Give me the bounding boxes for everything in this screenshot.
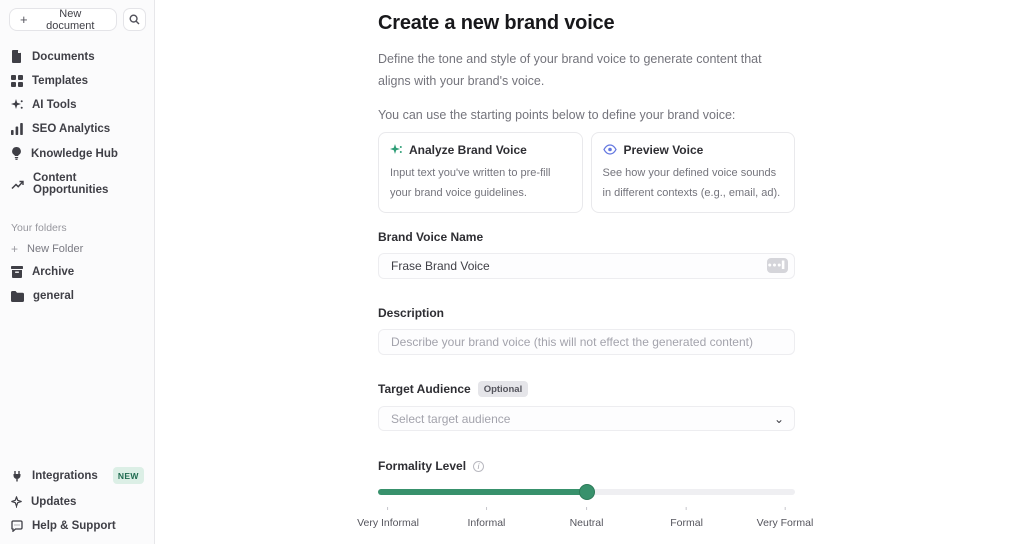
sidebar-item-label: Content Opportunities	[33, 172, 109, 196]
sidebar-item-integrations[interactable]: Integrations NEW	[0, 461, 154, 490]
sidebar-footer: Integrations NEW Updates Help & Support	[0, 461, 154, 538]
optional-badge: Optional	[477, 381, 529, 398]
new-badge: NEW	[112, 467, 144, 484]
plug-icon	[13, 470, 21, 481]
sidebar-item-templates[interactable]: Templates	[0, 69, 154, 93]
sidebar-item-label: Documents	[32, 50, 95, 63]
page-subtitle: Define the tone and style of your brand …	[378, 52, 762, 88]
sidebar-item-label: Templates	[32, 75, 89, 87]
new-document-button[interactable]: + New document	[9, 7, 117, 32]
search-button[interactable]	[123, 8, 146, 31]
folder-icon	[11, 290, 24, 302]
lightbulb-icon	[12, 147, 21, 160]
sidebar-item-label: AI Tools	[32, 99, 77, 111]
new-document-label: New document	[46, 7, 95, 32]
formality-level-label: Formality Level	[378, 459, 467, 474]
expand-ellipsis-button[interactable]: ●●●▌	[767, 258, 788, 274]
info-icon: i	[473, 460, 485, 472]
bar-chart-icon	[11, 123, 23, 135]
sidebar-folder-archive[interactable]: Archive	[0, 260, 154, 284]
templates-grid-icon	[11, 75, 23, 87]
formality-slider[interactable]	[378, 484, 795, 501]
tick-label: Informal	[467, 517, 506, 530]
analyze-brand-voice-card[interactable]: Analyze Brand Voice Input text you've wr…	[378, 131, 583, 214]
sidebar-item-knowledge-hub[interactable]: Knowledge Hub	[0, 141, 154, 166]
sidebar-top: + New document	[0, 0, 154, 32]
tick-label: Very Formal	[756, 517, 814, 530]
chevron-down-icon: ⌄	[773, 411, 784, 426]
eye-icon	[602, 144, 617, 155]
target-audience-label: Target Audience	[378, 382, 471, 397]
description-label: Description	[378, 306, 445, 321]
search-icon	[129, 14, 140, 25]
brand-voice-name-input[interactable]	[378, 253, 795, 280]
plus-icon: +	[11, 242, 19, 256]
plus-icon: +	[20, 12, 28, 27]
card-description: See how your defined voice sounds in dif…	[602, 166, 781, 199]
slider-thumb[interactable]	[578, 484, 595, 501]
card-description: Input text you've written to pre-fill yo…	[390, 166, 551, 199]
sidebar-item-label: Help & Support	[32, 520, 116, 532]
ai-sparkle-icon	[11, 99, 23, 109]
sidebar-item-ai-tools[interactable]: AI Tools	[0, 93, 154, 117]
formality-tick-labels: Very Informal Informal Neutral Formal Ve…	[357, 507, 813, 533]
card-title: Analyze Brand Voice	[409, 142, 527, 157]
sparkles-icon	[390, 143, 402, 154]
folders-section: Your folders + New Folder Archive genera…	[0, 218, 154, 308]
sidebar-item-content-opportunities[interactable]: Content Opportunities	[0, 166, 154, 202]
tick-label: Neutral	[569, 517, 604, 530]
document-icon	[12, 50, 21, 63]
new-folder-label: New Folder	[27, 243, 84, 255]
page-title: Create a new brand voice	[378, 12, 615, 34]
select-placeholder: Select target audience	[391, 411, 511, 426]
sidebar-item-label: SEO Analytics	[32, 123, 111, 135]
slider-fill	[378, 489, 587, 496]
folders-section-label: Your folders	[11, 222, 67, 234]
main-content: Create a new brand voice Define the tone…	[357, 0, 813, 544]
sidebar-item-label: Integrations	[32, 469, 98, 482]
trending-up-icon	[11, 180, 24, 189]
new-folder-button[interactable]: + New Folder	[0, 238, 154, 260]
archive-icon	[11, 266, 23, 278]
sidebar-item-documents[interactable]: Documents	[0, 44, 154, 69]
sidebar-item-label: Archive	[32, 266, 75, 278]
sidebar-item-label: Knowledge Hub	[31, 147, 118, 160]
description-input[interactable]	[378, 329, 795, 356]
brand-voice-name-label: Brand Voice Name	[378, 230, 484, 245]
sidebar-item-label: Updates	[31, 496, 77, 508]
chat-bubble-icon	[11, 520, 23, 532]
starting-points-text: You can use the starting points below to…	[378, 107, 736, 122]
target-audience-select[interactable]: Select target audience ⌄	[378, 406, 795, 432]
sidebar-folder-general[interactable]: general	[0, 284, 154, 308]
formality-slider-section: Formality Level i Very Informal Informal…	[357, 459, 813, 533]
card-title: Preview Voice	[623, 142, 704, 157]
sidebar-item-label: general	[33, 290, 74, 302]
sidebar-item-seo-analytics[interactable]: SEO Analytics	[0, 117, 154, 141]
sparkle-icon	[11, 496, 22, 508]
preview-voice-card[interactable]: Preview Voice See how your defined voice…	[590, 131, 795, 214]
sidebar-nav: Documents Templates AI Tools SEO Analyti…	[0, 44, 154, 202]
tick-label: Very Informal	[357, 517, 419, 530]
tick-label: Formal	[670, 517, 703, 530]
sidebar-item-updates[interactable]: Updates	[0, 490, 154, 514]
sidebar: + New document Documents Templates AI To…	[0, 0, 155, 544]
sidebar-item-help-support[interactable]: Help & Support	[0, 514, 154, 538]
starting-point-cards: Analyze Brand Voice Input text you've wr…	[378, 131, 795, 214]
